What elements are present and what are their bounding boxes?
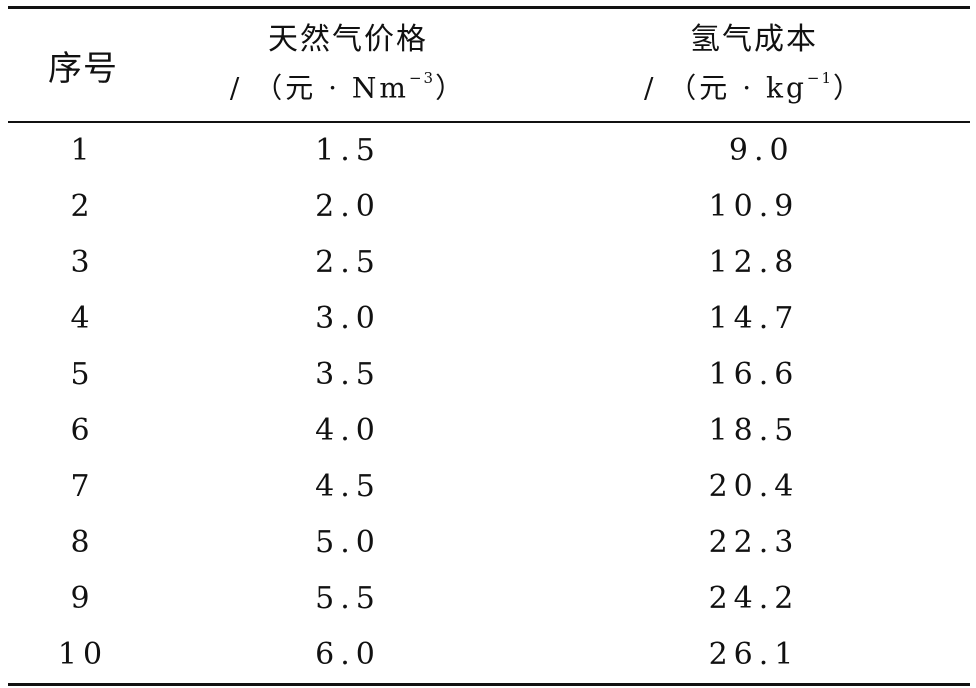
cell-gas-price: 2.0: [315, 189, 381, 224]
cell-gas-price: 3.5: [315, 357, 381, 392]
cell-index: 2: [70, 189, 96, 224]
gas-unit-close: ）: [435, 71, 467, 105]
cell-gas-price: 3.0: [315, 301, 381, 336]
cell-gas-price: 5.0: [315, 525, 381, 560]
header-h2-cost-unit: / （元 · kg−1）: [644, 60, 864, 110]
gas-unit-text: / （元 · Nm: [229, 71, 409, 105]
cell-h2-cost: 10.9: [708, 189, 800, 224]
h2-unit-close: ）: [833, 71, 865, 105]
table-header: 序号 天然气价格 / （元 · Nm−3） 氢气成本 / （元 · kg−1）: [8, 10, 970, 120]
header-cell-h2-cost: 氢气成本 / （元 · kg−1）: [538, 10, 970, 120]
table-row: 3 2.5 12.8: [8, 235, 970, 291]
cell-index: 7: [70, 469, 96, 504]
h2-unit-text: / （元 · kg: [643, 71, 807, 105]
cell-index: 9: [70, 581, 96, 616]
table-row: 4 3.0 14.7: [8, 291, 970, 347]
header-h2-cost-label: 氢气成本: [690, 21, 818, 57]
cell-index: 1: [70, 133, 96, 168]
table-row: 5 3.5 16.6: [8, 347, 970, 403]
table-row: 6 4.0 18.5: [8, 403, 970, 459]
bottom-rule: [8, 683, 970, 686]
header-cell-gas-price: 天然气价格 / （元 · Nm−3）: [158, 10, 538, 120]
gas-unit-exponent: −3: [408, 68, 436, 87]
cell-h2-cost: 20.4: [708, 469, 800, 504]
cell-index: 4: [70, 301, 96, 336]
data-table: 序号 天然气价格 / （元 · Nm−3） 氢气成本 / （元 · kg−1） …: [8, 0, 970, 688]
cell-gas-price: 1.5: [315, 133, 381, 168]
cell-h2-cost: 26.1: [708, 637, 800, 672]
cell-gas-price: 4.5: [315, 469, 381, 504]
cell-h2-cost: 24.2: [708, 581, 800, 616]
cell-h2-cost: 22.3: [708, 525, 800, 560]
cell-h2-cost: 12.8: [708, 245, 800, 280]
cell-gas-price: 5.5: [315, 581, 381, 616]
cell-index: 3: [70, 245, 96, 280]
table-row: 1 1.5 9.0: [8, 123, 970, 179]
cell-gas-price: 4.0: [315, 413, 381, 448]
cell-index: 6: [70, 413, 96, 448]
header-rule: [8, 121, 970, 123]
header-cell-index: 序号: [8, 10, 158, 120]
table-row: 9 5.5 24.2: [8, 571, 970, 627]
header-index-label: 序号: [48, 48, 118, 89]
cell-index: 8: [70, 525, 96, 560]
table-row: 10 6.0 26.1: [8, 627, 970, 683]
table-row: 7 4.5 20.4: [8, 459, 970, 515]
top-rule: [8, 6, 970, 9]
cell-h2-cost: 16.6: [708, 357, 800, 392]
cell-index: 10: [57, 637, 109, 672]
table-row: 2 2.0 10.9: [8, 179, 970, 235]
table-row: 8 5.0 22.3: [8, 515, 970, 571]
table-body: 1 1.5 9.0 2 2.0 10.9 3 2.5 12.8 4 3.0 14…: [8, 123, 970, 683]
cell-gas-price: 6.0: [315, 637, 381, 672]
cell-index: 5: [70, 357, 96, 392]
h2-unit-exponent: −1: [806, 68, 834, 87]
cell-h2-cost: 9.0: [713, 133, 795, 168]
cell-h2-cost: 18.5: [708, 413, 800, 448]
cell-h2-cost: 14.7: [708, 301, 800, 336]
header-gas-price-unit: / （元 · Nm−3）: [230, 60, 466, 110]
cell-gas-price: 2.5: [315, 245, 381, 280]
header-gas-price-label: 天然气价格: [268, 21, 428, 57]
